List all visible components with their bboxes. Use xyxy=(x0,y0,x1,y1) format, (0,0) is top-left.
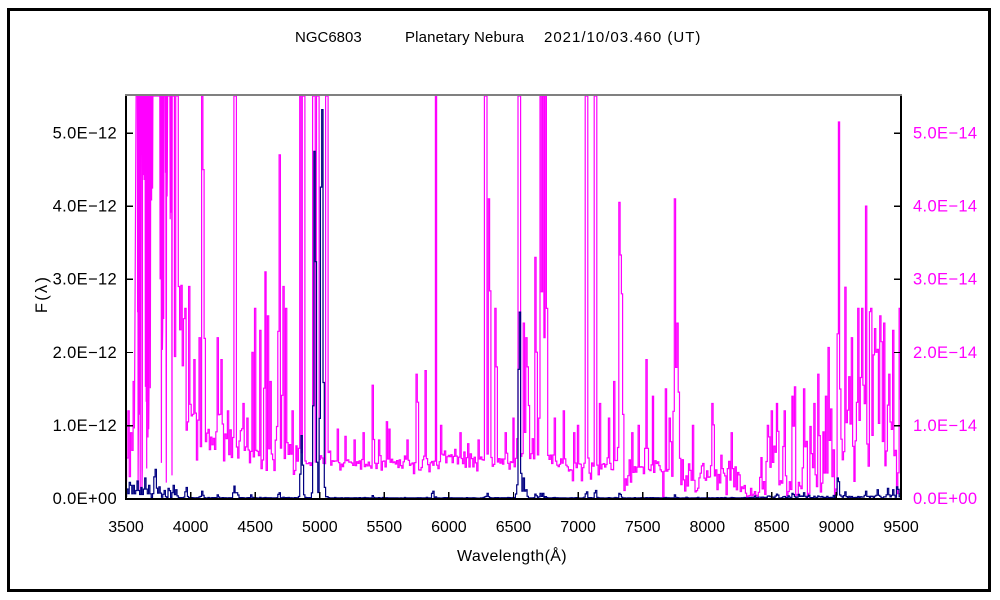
svg-text:NGC6803: NGC6803 xyxy=(295,29,362,46)
svg-text:0.0E+00: 0.0E+00 xyxy=(913,490,977,508)
svg-text:9500: 9500 xyxy=(883,519,919,536)
svg-text:5000: 5000 xyxy=(302,519,338,536)
svg-text:2021/10/03.460 (UT): 2021/10/03.460 (UT) xyxy=(544,29,701,46)
svg-text:2.0E−12: 2.0E−12 xyxy=(53,344,117,362)
svg-text:5500: 5500 xyxy=(367,519,403,536)
svg-text:4.0E−12: 4.0E−12 xyxy=(53,198,117,216)
svg-text:0.0E+00: 0.0E+00 xyxy=(53,490,117,508)
svg-text:7000: 7000 xyxy=(560,519,596,536)
svg-text:Planetary Nebura: Planetary Nebura xyxy=(405,29,525,46)
svg-text:5.0E−12: 5.0E−12 xyxy=(53,125,117,143)
svg-text:8500: 8500 xyxy=(754,519,790,536)
svg-text:3500: 3500 xyxy=(108,519,144,536)
svg-text:8000: 8000 xyxy=(690,519,726,536)
svg-text:9000: 9000 xyxy=(819,519,855,536)
svg-text:1.0E−12: 1.0E−12 xyxy=(53,417,117,435)
svg-text:F(λ): F(λ) xyxy=(33,275,51,313)
svg-text:3.0E−14: 3.0E−14 xyxy=(913,271,977,289)
svg-text:4.0E−14: 4.0E−14 xyxy=(913,198,977,216)
svg-text:4000: 4000 xyxy=(173,519,209,536)
svg-text:1.0E−14: 1.0E−14 xyxy=(913,417,977,435)
svg-text:7500: 7500 xyxy=(625,519,661,536)
svg-text:6000: 6000 xyxy=(431,519,467,536)
svg-text:Wavelength(Å): Wavelength(Å) xyxy=(457,546,567,565)
svg-text:4500: 4500 xyxy=(237,519,273,536)
svg-text:6500: 6500 xyxy=(496,519,532,536)
svg-text:3.0E−12: 3.0E−12 xyxy=(53,271,117,289)
svg-text:5.0E−14: 5.0E−14 xyxy=(913,125,977,143)
svg-text:2.0E−14: 2.0E−14 xyxy=(913,344,977,362)
